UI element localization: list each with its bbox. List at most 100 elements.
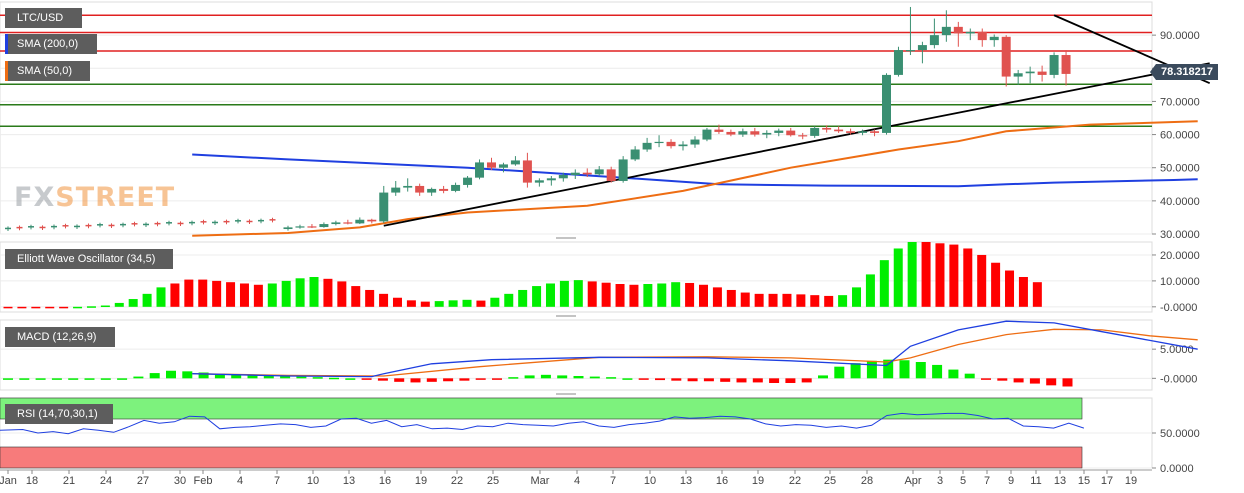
ewo-histogram-bar: [392, 297, 402, 307]
candle-body: [391, 187, 401, 193]
x-tick-label: 13: [343, 475, 355, 487]
macd-histogram-bar: [752, 378, 763, 383]
ewo-histogram-bar: [86, 306, 96, 308]
trend-line: [383, 62, 1210, 227]
candle-body: [307, 226, 317, 228]
sma50-line: [192, 120, 1198, 237]
x-tick-label: 19: [752, 475, 764, 487]
ewo-histogram-bar: [824, 295, 834, 307]
candle-body: [1049, 55, 1059, 75]
x-tick-label: 7: [274, 475, 280, 487]
macd-histogram-bar: [475, 378, 486, 380]
macd-y-tick-label: -0.0000: [1160, 373, 1197, 385]
macd-histogram-bar: [834, 366, 845, 379]
x-tick-label: 15: [1078, 475, 1090, 487]
ewo-histogram-bar: [253, 284, 263, 307]
macd-histogram-bar: [785, 378, 796, 383]
ewo-histogram-bar: [587, 281, 597, 307]
early-candle-body: [246, 220, 253, 223]
x-tick-label: 17: [1101, 475, 1113, 487]
candle-body: [654, 141, 664, 144]
early-candle-body: [131, 223, 138, 225]
macd-histogram-bar: [932, 364, 943, 379]
candle-body: [594, 169, 604, 175]
candle-body: [941, 26, 951, 36]
candle-body: [546, 178, 556, 181]
ewo-histogram-bar: [991, 262, 1001, 307]
ewo-histogram-bar: [212, 280, 222, 307]
candle-body: [929, 35, 939, 46]
price-y-tick-label: 30.0000: [1160, 229, 1200, 241]
candle-body: [283, 227, 293, 230]
candle-body: [1001, 36, 1011, 77]
macd-label[interactable]: MACD (12,26,9): [5, 327, 115, 347]
label-marker: [5, 404, 8, 424]
ewo-histogram-bar: [226, 282, 236, 307]
ewo-histogram-bar: [420, 301, 430, 307]
ewo-histogram-bar: [184, 279, 194, 307]
ewo-histogram-bar: [726, 289, 736, 307]
label-text: Elliott Wave Oscillator (34,5): [17, 253, 156, 265]
ewo-histogram-bar: [740, 292, 750, 307]
x-tick-label: Apr: [904, 475, 921, 487]
early-candle-body: [120, 223, 126, 226]
early-candle-body: [74, 225, 80, 228]
ewo-histogram-bar: [142, 293, 152, 307]
macd-histogram-bar: [883, 359, 894, 379]
price-pane: [0, 1, 1153, 235]
candle-body: [965, 31, 975, 34]
x-tick-label: 24: [100, 475, 112, 487]
early-candle-body: [97, 224, 103, 226]
ewo-histogram-bar: [643, 284, 653, 307]
macd-histogram-bar: [149, 373, 160, 379]
macd-histogram-bar: [443, 378, 454, 382]
candle-body: [606, 169, 616, 181]
candle-body: [690, 139, 700, 145]
early-candle-body: [85, 224, 92, 227]
macd-histogram-bar: [1062, 378, 1073, 387]
candle-body: [1025, 71, 1035, 74]
x-tick-label: 18: [26, 475, 38, 487]
sma50-label[interactable]: SMA (50,0): [5, 61, 90, 81]
candle-body: [343, 222, 353, 224]
candle-body: [415, 185, 425, 193]
macd-histogram-bar: [19, 378, 30, 380]
ewo-histogram-bar: [893, 248, 903, 307]
macd-histogram-bar: [948, 369, 959, 379]
x-tick-label: 9: [1008, 475, 1014, 487]
macd-histogram-bar: [818, 375, 828, 379]
ewo-label[interactable]: Elliott Wave Oscillator (34,5): [5, 249, 173, 269]
x-tick-label: Feb: [194, 475, 213, 487]
macd-signal-line: [192, 328, 1198, 377]
macd-histogram-bar: [166, 370, 176, 379]
x-tick-label: 5: [960, 475, 966, 487]
candle-body: [726, 131, 736, 135]
rsi-label[interactable]: RSI (14,70,30,1): [5, 404, 113, 424]
ewo-histogram-bar: [963, 248, 973, 307]
price-series-label[interactable]: LTC/USD: [5, 8, 82, 28]
early-candle-body: [16, 226, 23, 229]
x-tick-label: 7: [984, 475, 990, 487]
macd-histogram-bar: [296, 376, 307, 379]
ewo-histogram-bar: [810, 295, 820, 307]
sma200-label[interactable]: SMA (200,0): [5, 34, 97, 54]
candle-body: [618, 159, 628, 181]
ewo-histogram-bar: [754, 293, 764, 307]
candle-body: [498, 164, 508, 168]
macd-histogram-bar: [557, 375, 568, 379]
ewo-histogram-bar: [559, 280, 569, 307]
macd-histogram-bar: [671, 378, 682, 381]
label-marker: [5, 8, 8, 28]
macd-histogram-bar: [540, 374, 551, 379]
ewo-histogram-bar: [865, 274, 875, 307]
candle-body: [882, 74, 891, 133]
candle-body: [522, 160, 532, 183]
x-tick-label: 4: [237, 475, 243, 487]
x-tick-label: Mar: [531, 475, 550, 487]
x-tick-label: 7: [610, 475, 616, 487]
macd-histogram-bar: [377, 378, 388, 381]
macd-histogram-bar: [3, 378, 13, 380]
macd-histogram-bar: [850, 363, 861, 379]
candle-body: [319, 224, 329, 228]
early-candle-body: [51, 225, 57, 228]
